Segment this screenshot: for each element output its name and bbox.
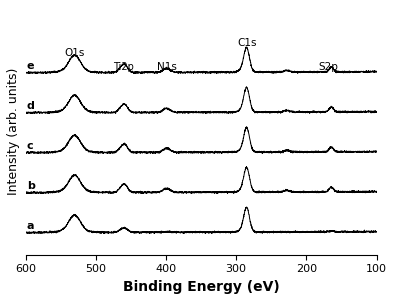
Text: a: a [27,221,34,231]
Text: c: c [27,141,33,151]
Text: C1s: C1s [237,38,256,48]
X-axis label: Binding Energy (eV): Binding Energy (eV) [123,280,279,294]
Y-axis label: Intensity (arb. units): Intensity (arb. units) [7,67,20,194]
Text: b: b [27,182,35,191]
Text: Ti2p: Ti2p [113,62,134,72]
Text: N1s: N1s [157,62,177,72]
Text: d: d [27,101,35,111]
Text: S2p: S2p [319,62,339,72]
Text: e: e [27,61,34,71]
Text: O1s: O1s [65,48,85,57]
